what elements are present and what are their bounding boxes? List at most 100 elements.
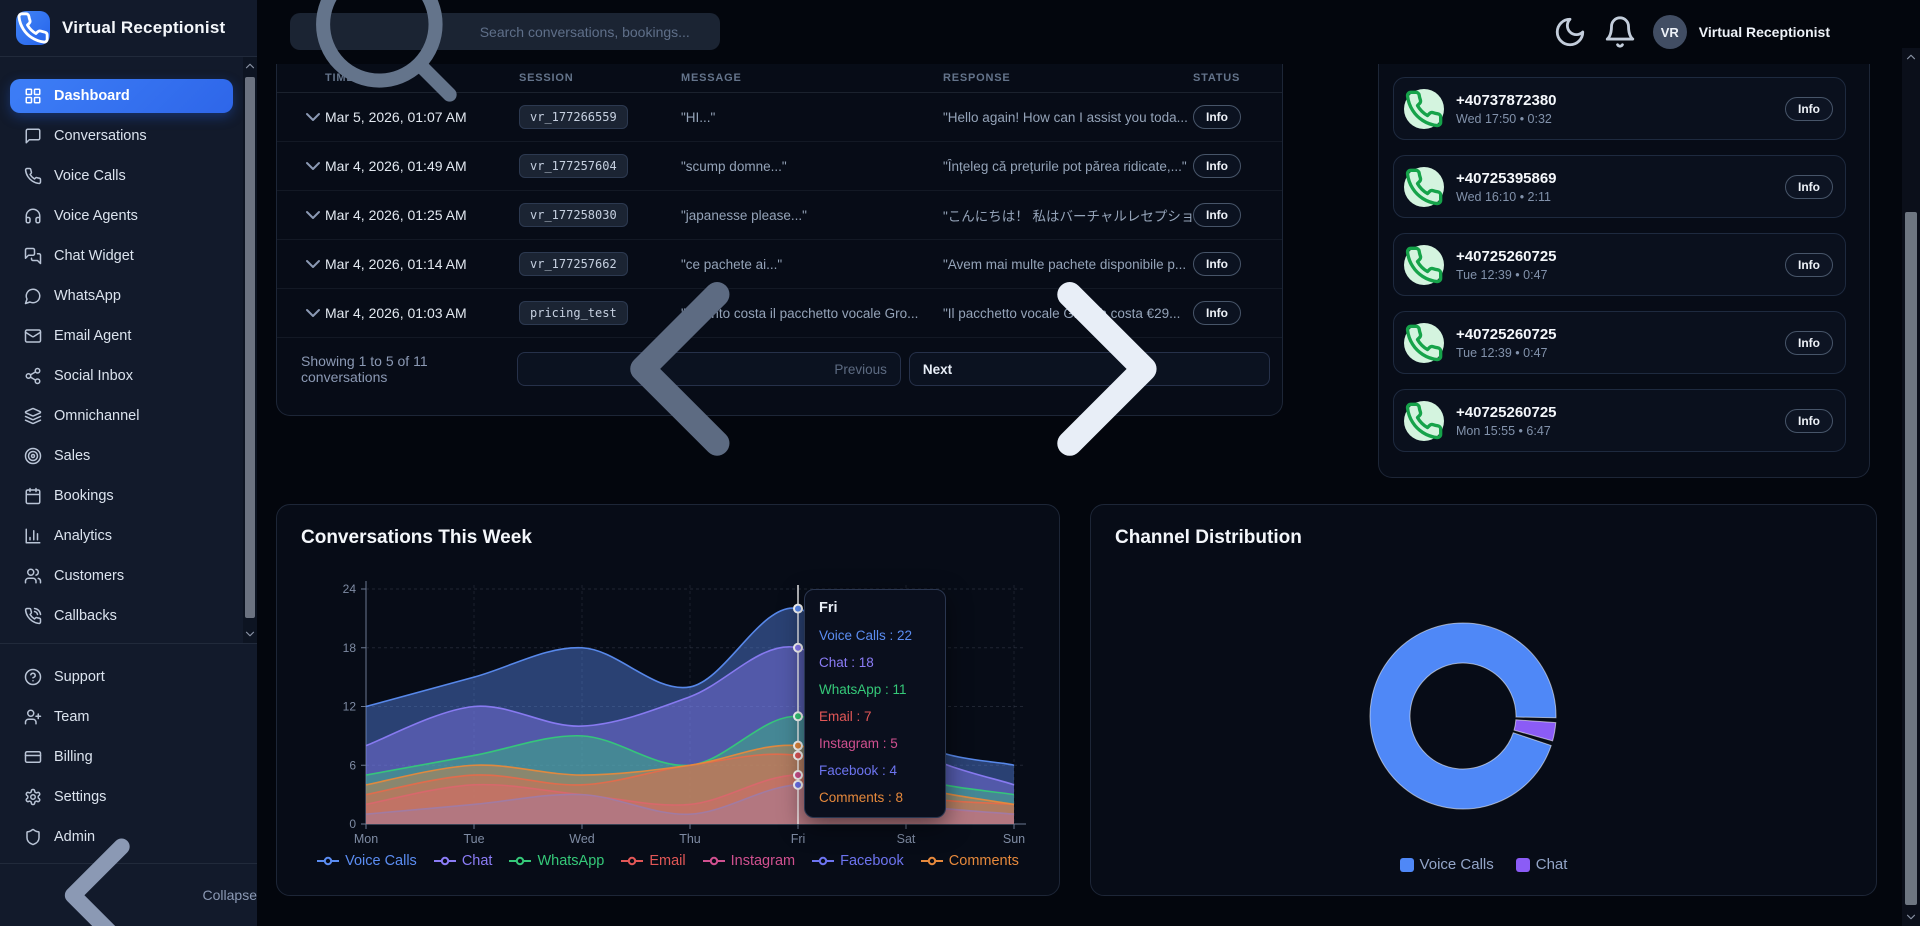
call-info-button[interactable]: Info	[1785, 174, 1833, 199]
call-list-item[interactable]: +40725260725 Mon 15:55 • 6:47 Info	[1393, 389, 1846, 452]
legend-item-chat: Chat	[433, 853, 493, 869]
sidebar-item-whatsapp[interactable]: WhatsApp	[10, 279, 233, 313]
svg-text:Tue: Tue	[463, 832, 484, 846]
page-scrollbar[interactable]	[1902, 48, 1920, 926]
session-badge: vr_177258030	[519, 203, 628, 227]
sidebar-scrollbar[interactable]	[243, 57, 257, 643]
cell-response: "Avem mai multe pachete disponibile p...	[943, 256, 1187, 272]
status-info-badge[interactable]: Info	[1193, 252, 1241, 276]
social-inbox-icon	[24, 367, 42, 385]
conversations-week-card: Conversations This Week 0 6 12 18 24 Mon Tue We…	[276, 504, 1060, 896]
user-avatar[interactable]: VR	[1652, 15, 1687, 49]
legend-label: Chat	[1535, 856, 1568, 873]
sidebar-item-support[interactable]: Support	[10, 660, 233, 694]
next-page-button[interactable]: Next	[908, 282, 1270, 456]
sidebar-item-bookings[interactable]: Bookings	[10, 479, 233, 513]
omnichannel-icon	[24, 407, 42, 425]
sidebar-item-conversations[interactable]: Conversations	[10, 119, 233, 153]
legend-label: Facebook	[840, 853, 904, 869]
sidebar-item-customers[interactable]: Customers	[10, 559, 233, 593]
pagination-summary: Showing 1 to 5 of 11 conversations	[301, 353, 428, 385]
sidebar-item-sales[interactable]: Sales	[10, 439, 233, 473]
notifications-button[interactable]	[1603, 15, 1637, 49]
cursor-dot-facebook	[793, 779, 803, 790]
svg-text:Sun: Sun	[1003, 832, 1025, 846]
call-info-button[interactable]: Info	[1785, 330, 1833, 355]
legend-swatch-icon	[1515, 857, 1530, 872]
row-expand-chevron-down-icon[interactable]	[301, 252, 325, 276]
row-expand-chevron-down-icon[interactable]	[301, 203, 325, 227]
sidebar-item-analytics[interactable]: Analytics	[10, 519, 233, 553]
table-header: TIME SESSION MESSAGE RESPONSE STATUS	[277, 64, 1282, 93]
call-info-button[interactable]: Info	[1785, 408, 1833, 433]
column-header-session: SESSION	[519, 72, 574, 84]
billing-icon	[24, 748, 42, 766]
dark-mode-toggle[interactable]	[1553, 15, 1587, 49]
sidebar-item-dashboard[interactable]: Dashboard	[10, 79, 233, 113]
status-info-badge[interactable]: Info	[1193, 105, 1241, 129]
status-info-badge[interactable]: Info	[1193, 301, 1241, 325]
search-input[interactable]	[479, 23, 708, 40]
sidebar-item-billing[interactable]: Billing	[10, 740, 233, 774]
call-list-item[interactable]: +40725260725 Tue 12:39 • 0:47 Info	[1393, 233, 1846, 296]
donut-chart-title: Channel Distribution	[1115, 527, 1302, 548]
legend-label: Instagram	[730, 853, 796, 869]
row-expand-chevron-down-icon[interactable]	[301, 301, 325, 325]
donut-chart-legend: Voice Calls Chat	[1091, 856, 1876, 873]
topbar-right: VR Virtual Receptionist	[1553, 0, 1830, 64]
call-info-button[interactable]: Info	[1785, 96, 1833, 121]
call-meta: Wed 17:50 • 0:32	[1456, 111, 1552, 126]
legend-swatch-icon	[1399, 857, 1414, 872]
call-phone-icon	[1404, 322, 1444, 363]
sidebar-item-team[interactable]: Team	[10, 700, 233, 734]
call-phone-icon	[1404, 400, 1444, 441]
area-chart-title: Conversations This Week	[301, 527, 532, 548]
status-info-badge[interactable]: Info	[1193, 203, 1241, 227]
row-expand-chevron-down-icon[interactable]	[301, 105, 325, 129]
legend-label: Email	[649, 853, 686, 869]
call-list-item[interactable]: +40737872380 Wed 17:50 • 0:32 Info	[1393, 77, 1846, 140]
legend-line-marker-icon	[317, 856, 340, 866]
sidebar-item-label: Social Inbox	[54, 368, 133, 384]
sidebar-item-admin[interactable]: Admin	[10, 820, 233, 854]
collapse-button[interactable]: Collapse	[0, 798, 257, 926]
cell-message: "HI..."	[681, 109, 716, 125]
call-info-button[interactable]: Info	[1785, 252, 1833, 277]
page-scrollbar-thumb[interactable]	[1905, 212, 1917, 905]
cell-message: "ce pachete ai..."	[681, 256, 783, 272]
previous-page-button[interactable]: Previous	[516, 282, 901, 456]
sidebar-item-chat-widget[interactable]: Chat Widget	[10, 239, 233, 273]
legend-line-marker-icon	[621, 856, 644, 866]
legend-line-marker-icon	[920, 856, 943, 866]
sidebar-scroll-up-icon[interactable]	[243, 59, 257, 73]
collapse-label: Collapse	[202, 887, 257, 903]
sidebar-item-label: WhatsApp	[54, 288, 121, 304]
chat-widget-icon	[24, 247, 42, 265]
sidebar-item-callbacks[interactable]: Callbacks	[10, 599, 233, 633]
call-list-item[interactable]: +40725260725 Tue 12:39 • 0:47 Info	[1393, 311, 1846, 374]
sidebar-item-email-agent[interactable]: Email Agent	[10, 319, 233, 353]
sidebar-item-social-inbox[interactable]: Social Inbox	[10, 359, 233, 393]
tooltip-entry: Comments : 8	[819, 790, 904, 805]
table-pagination: Showing 1 to 5 of 11 conversations Previ…	[277, 282, 1282, 456]
sidebar-item-voice-calls[interactable]: Voice Calls	[10, 159, 233, 193]
sidebar-item-voice-agents[interactable]: Voice Agents	[10, 199, 233, 233]
status-info-badge[interactable]: Info	[1193, 154, 1241, 178]
sidebar-item-label: Voice Calls	[54, 168, 126, 184]
row-expand-chevron-down-icon[interactable]	[301, 154, 325, 178]
sidebar-scroll-down-icon[interactable]	[243, 627, 257, 641]
legend-item-instagram: Instagram	[702, 853, 796, 869]
donut-legend-item-chat: Chat	[1515, 856, 1568, 873]
sidebar-scrollbar-thumb[interactable]	[245, 77, 255, 618]
sidebar-item-label: Analytics	[54, 528, 113, 544]
chevron-right-icon	[958, 220, 1256, 518]
page-scroll-down-icon[interactable]	[1904, 910, 1918, 924]
legend-label: Chat	[461, 853, 493, 869]
sidebar-item-settings[interactable]: Settings	[10, 780, 233, 814]
sidebar: Virtual Receptionist Dashboard Conversati…	[0, 0, 257, 926]
page-scroll-up-icon[interactable]	[1904, 50, 1918, 64]
conversations-card: TIME SESSION MESSAGE RESPONSE STATUS Mar 5, …	[276, 64, 1283, 456]
sidebar-item-omnichannel[interactable]: Omnichannel	[10, 399, 233, 433]
cell-time: Mar 4, 2026, 01:25 AM	[325, 207, 467, 223]
call-list-item[interactable]: +40725395869 Wed 16:10 • 2:11 Info	[1393, 155, 1846, 218]
